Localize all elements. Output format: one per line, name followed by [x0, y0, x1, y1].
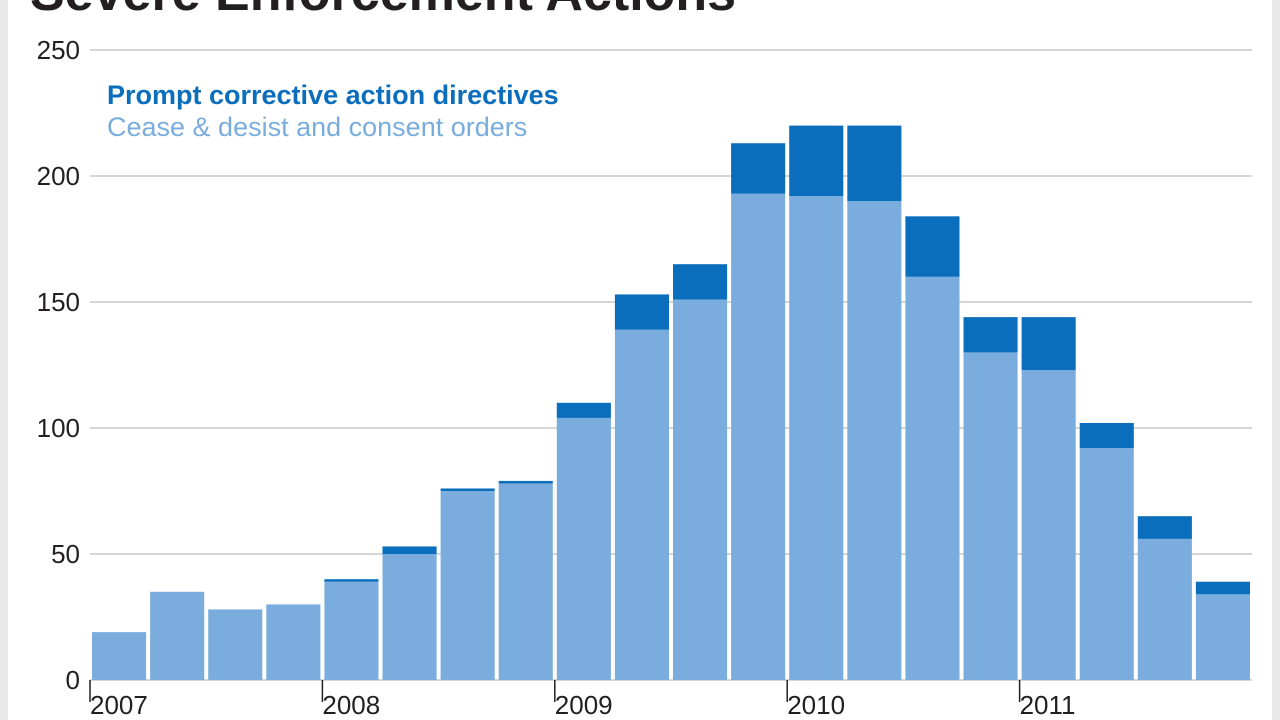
y-tick-label-150: 150 [37, 287, 80, 317]
y-tick-label-50: 50 [51, 539, 80, 569]
bar-prompt-4 [324, 579, 379, 582]
bar-prompt-17 [1079, 422, 1134, 449]
legend-prompt-corrective: Prompt corrective action directives [107, 80, 559, 110]
y-tick-label-100: 100 [37, 413, 80, 443]
bar-cease-7 [498, 483, 553, 680]
bars [92, 125, 1250, 680]
x-tick-label-2011: 2011 [1020, 690, 1076, 720]
right-frame-edge [1272, 0, 1280, 720]
bar-cease-2 [208, 609, 263, 680]
bar-prompt-9 [614, 294, 669, 330]
bar-prompt-11 [731, 143, 786, 194]
bar-cease-8 [556, 417, 611, 680]
bar-prompt-5 [382, 546, 437, 554]
x-tick-label-2007: 2007 [90, 690, 148, 720]
bar-cease-0 [92, 632, 147, 680]
bar-cease-12 [789, 196, 844, 680]
bar-prompt-10 [673, 264, 728, 300]
bar-cease-3 [266, 604, 321, 680]
bar-prompt-18 [1137, 516, 1192, 539]
bar-cease-9 [614, 329, 669, 680]
legend-cease-desist: Cease & desist and consent orders [107, 112, 527, 142]
bar-prompt-12 [789, 125, 844, 197]
y-axis-ticks: 0 50 100 150 200 250 [37, 35, 80, 695]
left-frame-edge [0, 0, 8, 720]
bar-prompt-14 [905, 216, 960, 277]
x-axis-ticks: 2007 2008 2009 2010 2011 [89, 680, 1076, 720]
bar-cease-16 [1021, 370, 1076, 680]
bar-cease-13 [847, 201, 902, 680]
x-tick-label-2009: 2009 [555, 690, 613, 720]
gridlines [90, 49, 1252, 681]
bar-prompt-13 [847, 125, 902, 202]
bar-cease-19 [1195, 594, 1250, 680]
bar-cease-5 [382, 554, 437, 680]
chart-title: Severe Enforcement Actions [30, 0, 736, 22]
bar-cease-11 [731, 193, 786, 680]
bar-prompt-16 [1021, 317, 1076, 371]
legend: Prompt corrective action directives Ceas… [107, 80, 559, 142]
bar-cease-10 [673, 299, 728, 680]
bar-cease-1 [150, 591, 205, 680]
bar-prompt-8 [556, 402, 611, 418]
bar-prompt-6 [440, 488, 495, 491]
bar-cease-18 [1137, 538, 1192, 680]
bar-cease-6 [440, 491, 495, 680]
x-tick-label-2010: 2010 [787, 690, 845, 720]
y-tick-label-200: 200 [37, 161, 80, 191]
bar-cease-4 [324, 581, 379, 680]
bar-prompt-15 [963, 317, 1018, 353]
bar-prompt-19 [1195, 581, 1250, 595]
y-tick-label-250: 250 [37, 35, 80, 65]
x-tick-label-2008: 2008 [322, 690, 380, 720]
bar-cease-14 [905, 276, 960, 680]
bar-cease-17 [1079, 448, 1134, 680]
bar-cease-15 [963, 352, 1018, 680]
y-tick-label-0: 0 [66, 665, 80, 695]
bar-prompt-7 [498, 480, 553, 484]
